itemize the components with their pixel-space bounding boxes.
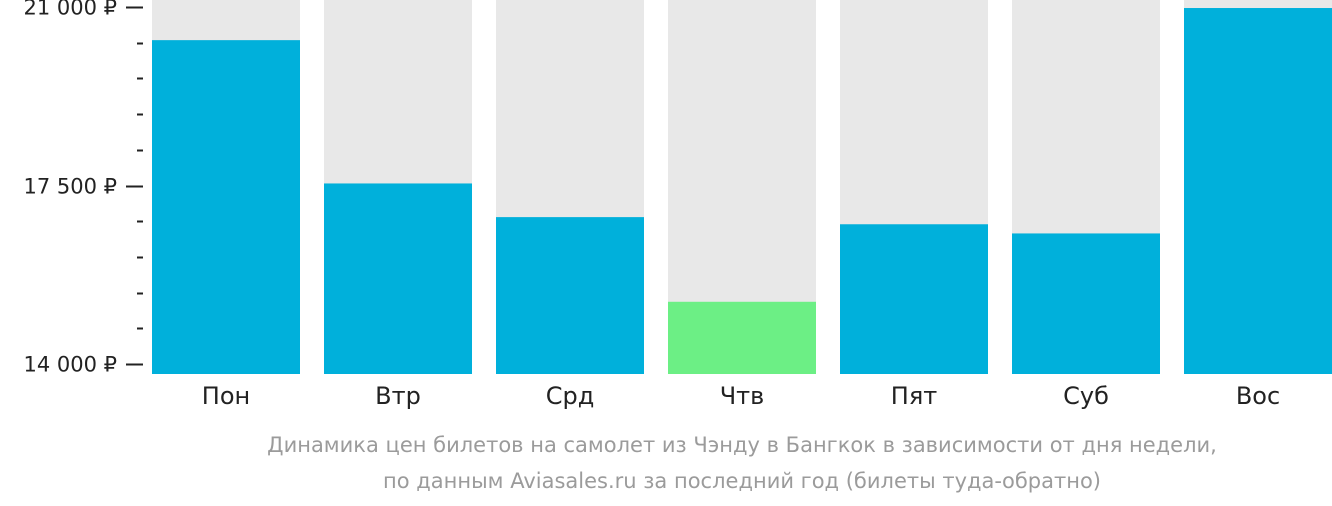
chart-caption-line-1: Динамика цен билетов на самолет из Чэнду… bbox=[267, 433, 1217, 457]
y-axis: 21 000 ₽ 17 500 ₽ 14 000 ₽ bbox=[23, 0, 143, 377]
y-tick-label: 21 000 ₽ bbox=[23, 0, 117, 20]
bar bbox=[668, 301, 816, 374]
chart-caption-line-2: по данным Aviasales.ru за последний год … bbox=[383, 469, 1101, 493]
x-tick-label: Пон bbox=[202, 382, 250, 410]
bar bbox=[1184, 8, 1332, 375]
bar bbox=[496, 217, 644, 374]
x-tick-label: Срд bbox=[546, 382, 595, 410]
x-tick-label: Пят bbox=[891, 382, 937, 410]
bar bbox=[152, 40, 300, 375]
x-tick-label: Чтв bbox=[720, 382, 765, 410]
y-tick-label: 14 000 ₽ bbox=[23, 353, 117, 377]
x-tick-label: Суб bbox=[1063, 382, 1109, 410]
bar bbox=[840, 224, 988, 374]
x-axis: Пон Втр Срд Чтв Пят Суб Вос bbox=[202, 382, 1280, 410]
y-tick-label: 17 500 ₽ bbox=[23, 175, 117, 199]
bar bbox=[324, 183, 472, 374]
x-tick-label: Втр bbox=[375, 382, 421, 410]
x-tick-label: Вос bbox=[1236, 382, 1280, 410]
bar-layer bbox=[152, 8, 1332, 375]
bar bbox=[1012, 233, 1160, 374]
